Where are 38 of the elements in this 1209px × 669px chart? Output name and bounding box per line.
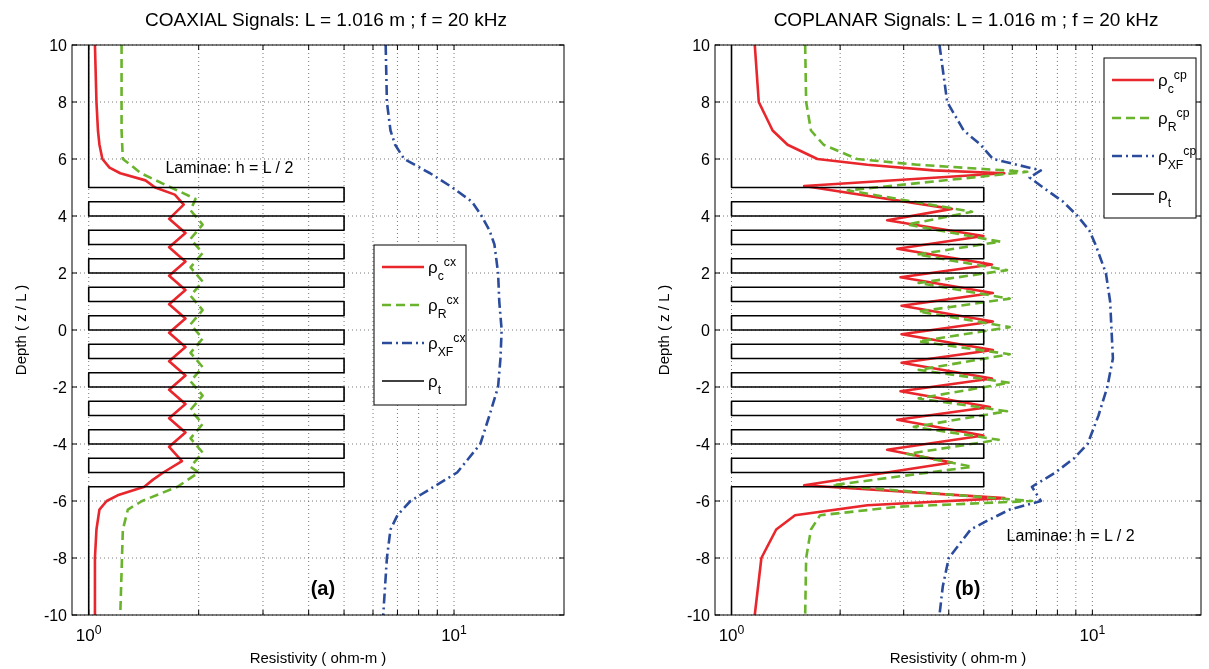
y-tick-label: -4: [695, 436, 711, 453]
chart-title: COPLANAR Signals: L = 1.016 m ; f = 20 kHz: [773, 9, 1159, 30]
legend-label: ρ$_{t}$: [428, 372, 442, 397]
y-tick-label: 8: [701, 94, 711, 111]
y-tick-label: -6: [695, 493, 711, 510]
x-axis-title: Resistivity ( ohm-m ): [249, 649, 387, 666]
y-axis-title: Depth ( z / L ): [12, 284, 29, 376]
y-tick-label: 0: [58, 322, 68, 339]
x-tick-label: 10$^{1}$: [1079, 623, 1106, 645]
y-tick-label: 10: [49, 37, 68, 54]
y-tick-label: 10: [692, 37, 711, 54]
y-tick-label: -2: [52, 379, 68, 396]
y-tick-label: 0: [701, 322, 711, 339]
y-tick-label: -10: [43, 607, 68, 624]
y-tick-label: -2: [695, 379, 711, 396]
annotation: Laminae: h = L / 2: [1006, 526, 1135, 544]
y-tick-label: -8: [695, 550, 711, 567]
y-tick-label: 4: [701, 208, 711, 225]
x-tick-label: 10$^{0}$: [718, 623, 745, 645]
y-tick-label: -8: [52, 550, 68, 567]
y-tick-label: 6: [58, 151, 68, 168]
chart-title: COAXIAL Signals: L = 1.016 m ; f = 20 kHz: [145, 9, 507, 30]
y-tick-label: 4: [58, 208, 68, 225]
x-tick-label: 10$^{0}$: [75, 623, 102, 645]
y-tick-label: 8: [58, 94, 68, 111]
y-tick-label: 6: [701, 151, 711, 168]
annotation: (a): [310, 577, 336, 600]
y-tick-label: 2: [58, 265, 68, 282]
y-axis-title: Depth ( z / L ): [655, 284, 672, 376]
y-tick-label: 2: [701, 265, 711, 282]
y-tick-label: -10: [686, 607, 711, 624]
annotation: Laminae: h = L / 2: [165, 159, 294, 177]
annotation: (b): [954, 577, 981, 600]
x-axis-title: Resistivity ( ohm-m ): [889, 649, 1027, 666]
y-tick-label: -4: [52, 436, 68, 453]
x-tick-label: 10$^{1}$: [441, 623, 468, 645]
y-tick-label: -6: [52, 493, 68, 510]
legend-label: ρ$_{t}$: [1158, 185, 1172, 210]
